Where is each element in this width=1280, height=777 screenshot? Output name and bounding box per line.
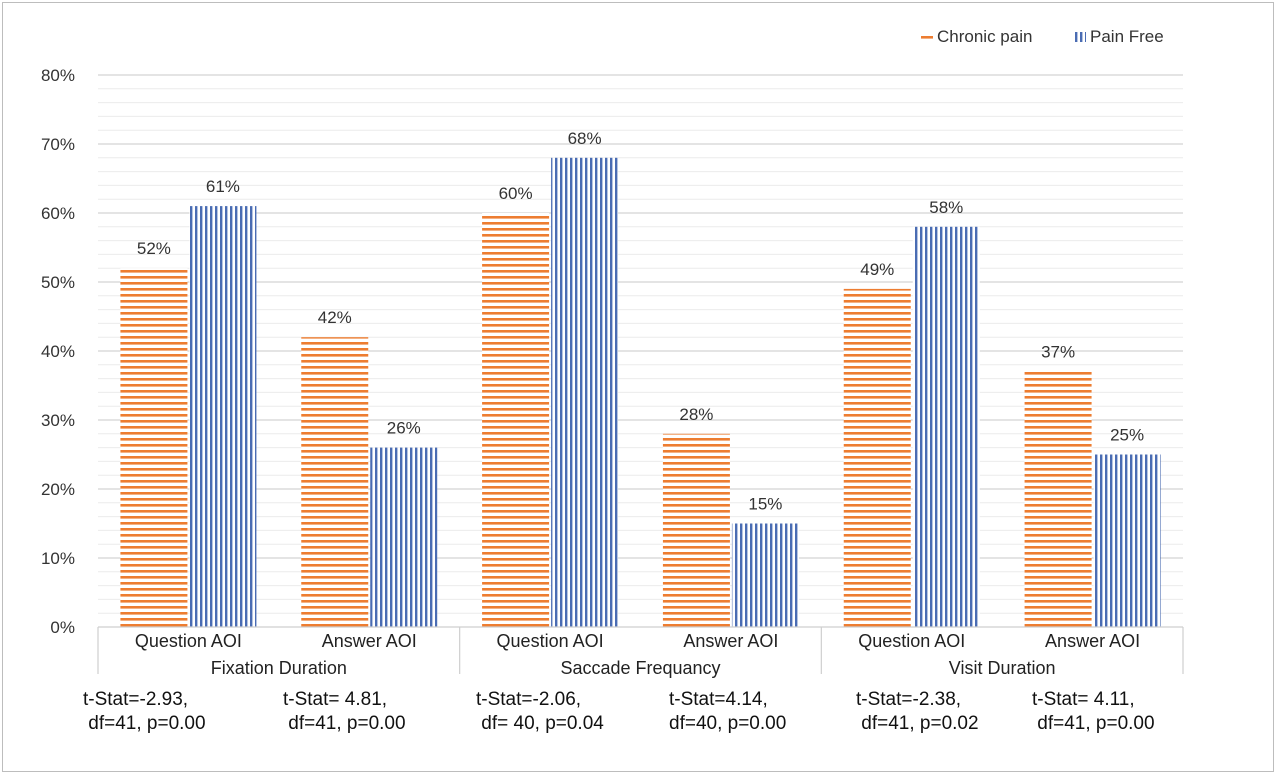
data-label: 15% <box>748 495 782 514</box>
data-label: 25% <box>1110 426 1144 445</box>
bar-pain-free <box>731 523 799 627</box>
bar-chronic-pain <box>662 433 730 627</box>
data-label: 26% <box>387 419 421 438</box>
legend-swatch-chronic-pain <box>921 36 933 39</box>
t-stat-annotation: t-Stat= 4.11, df=41, p=0.00 <box>1032 689 1155 734</box>
x-category-label: Answer AOI <box>1045 631 1140 651</box>
legend-label: Pain Free <box>1090 27 1164 46</box>
y-tick-label: 30% <box>41 411 75 430</box>
t-stat-annotation: t-Stat=4.14, df=40, p=0.00 <box>669 689 787 734</box>
data-label: 37% <box>1041 343 1075 362</box>
x-category-label: Answer AOI <box>322 631 417 651</box>
data-label: 61% <box>206 177 240 196</box>
data-label: 42% <box>318 308 352 327</box>
x-category-label: Question AOI <box>497 631 604 651</box>
y-tick-label: 60% <box>41 204 75 223</box>
data-label: 49% <box>860 260 894 279</box>
y-tick-label: 40% <box>41 342 75 361</box>
data-label: 60% <box>499 184 533 203</box>
bar-chronic-pain <box>1024 371 1092 627</box>
x-category-label: Answer AOI <box>683 631 778 651</box>
bar-pain-free <box>189 206 257 627</box>
legend-swatch-pain-free <box>1074 32 1086 42</box>
x-group-label: Fixation Duration <box>211 658 347 678</box>
data-label: 52% <box>137 239 171 258</box>
data-label: 28% <box>679 405 713 424</box>
t-stat-annotation: t-Stat=-2.93, df=41, p=0.00 <box>83 689 206 734</box>
data-label: 58% <box>929 198 963 217</box>
bar-chronic-pain <box>843 288 911 627</box>
x-group-label: Saccade Frequancy <box>560 658 720 678</box>
bar-chronic-pain <box>482 213 550 627</box>
y-tick-label: 70% <box>41 135 75 154</box>
y-tick-label: 0% <box>50 618 75 637</box>
y-tick-label: 10% <box>41 549 75 568</box>
bar-chronic-pain <box>301 337 369 627</box>
bar-chronic-pain <box>120 268 188 627</box>
x-group-label: Visit Duration <box>949 658 1056 678</box>
y-tick-label: 80% <box>41 66 75 85</box>
x-category-label: Question AOI <box>135 631 242 651</box>
x-category-label: Question AOI <box>858 631 965 651</box>
bar-pain-free <box>370 447 438 627</box>
legend-label: Chronic pain <box>937 27 1032 46</box>
t-stat-annotation: t-Stat=-2.38, df=41, p=0.02 <box>856 689 979 734</box>
bar-pain-free <box>551 157 619 628</box>
bar-pain-free <box>912 226 980 628</box>
t-stat-annotation: t-Stat= 4.81, df=41, p=0.00 <box>283 689 406 734</box>
data-label: 68% <box>568 129 602 148</box>
y-tick-label: 20% <box>41 480 75 499</box>
y-tick-label: 50% <box>41 273 75 292</box>
bar-pain-free <box>1093 454 1161 627</box>
t-stat-annotation: t-Stat=-2.06, df= 40, p=0.04 <box>476 689 604 734</box>
